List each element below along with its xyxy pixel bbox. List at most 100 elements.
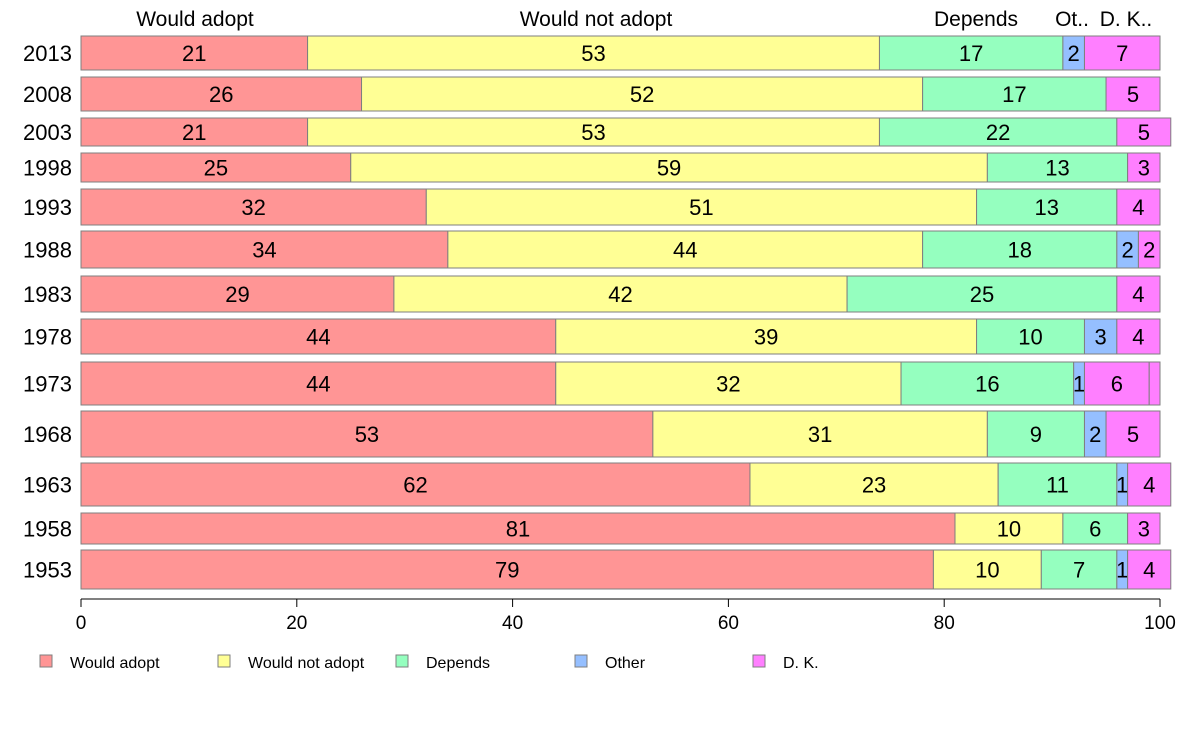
category-label-2003: 2003 (23, 120, 72, 145)
x-tick-label-0: 0 (76, 613, 87, 634)
data-label-1998-series-1: 59 (657, 156, 681, 181)
category-label-1993: 1993 (23, 195, 72, 220)
data-label-1988-series-1: 44 (673, 238, 697, 263)
category-label-1978: 1978 (23, 325, 72, 350)
legend-label-1: Would not adopt (248, 655, 365, 672)
bar-1993-series-2 (976, 188, 1118, 226)
bar-2008-series-4 (1105, 76, 1161, 112)
bar-1973-series-0 (80, 361, 557, 406)
data-label-1958-series-1: 10 (997, 517, 1021, 542)
bar-1988-series-0 (80, 230, 449, 269)
data-label-1953-series-4: 4 (1143, 558, 1155, 583)
data-label-1953-series-0: 79 (495, 558, 519, 583)
bar-1958-series-0 (80, 512, 956, 545)
bar-1973-series-2 (900, 361, 1075, 406)
bar-1988-series-1 (447, 230, 924, 269)
bar-2003-series-1 (307, 117, 880, 147)
bar-1953-series-4 (1127, 549, 1172, 590)
bar-1998-series-0 (80, 152, 352, 183)
data-label-1968-series-1: 31 (808, 422, 832, 447)
data-label-1983-series-0: 29 (225, 282, 249, 307)
bar-2013-series-0 (80, 35, 309, 71)
bar-1958-series-4 (1127, 512, 1161, 545)
legend-swatch-3 (574, 654, 588, 668)
data-label-1958-series-2: 6 (1089, 517, 1101, 542)
bar-1958-series-2 (1062, 512, 1129, 545)
data-label-1978-series-0: 44 (306, 325, 330, 350)
bar-2008-series-0 (80, 76, 363, 112)
data-label-1993-series-0: 32 (241, 195, 265, 220)
bar-1998-series-1 (350, 152, 988, 183)
bar-1958-series-1 (954, 512, 1064, 545)
bar-1978-series-4 (1116, 318, 1161, 355)
data-label-1953-series-3: 1 (1116, 558, 1128, 583)
bar-1983-series-1 (393, 275, 848, 313)
data-label-1963-series-4: 4 (1143, 473, 1155, 498)
data-label-1968-series-0: 53 (355, 422, 379, 447)
data-label-1988-series-2: 18 (1007, 238, 1031, 263)
data-label-1963-series-0: 62 (403, 473, 427, 498)
data-label-1963-series-3: 1 (1116, 473, 1128, 498)
bar-2013-series-4 (1083, 35, 1161, 71)
bar-1983-series-0 (80, 275, 395, 313)
bar-2008-series-1 (361, 76, 924, 112)
legend-swatch-1 (217, 654, 231, 668)
data-label-1968-series-3: 2 (1089, 422, 1101, 447)
category-label-1953: 1953 (23, 558, 72, 583)
bar-1983-series-2 (846, 275, 1118, 313)
category-label-2013: 2013 (23, 41, 72, 66)
bar-2003-series-4 (1116, 117, 1172, 147)
legend-label-0: Would adopt (70, 655, 160, 672)
data-label-2003-series-1: 53 (581, 120, 605, 145)
category-label-2008: 2008 (23, 82, 72, 107)
data-label-1988-series-0: 34 (252, 238, 276, 263)
data-label-1983-series-4: 4 (1132, 282, 1144, 307)
data-label-2008-series-1: 52 (630, 82, 654, 107)
bar-1993-series-0 (80, 188, 427, 226)
data-label-1958-series-0: 81 (506, 517, 530, 542)
data-label-1963-series-1: 23 (862, 473, 886, 498)
top-label-0: Would adopt (136, 8, 254, 31)
top-label-1: Would not adopt (520, 8, 673, 31)
top-label-3: Ot.. (1055, 8, 1089, 31)
bar-2013-series-2 (878, 35, 1064, 71)
x-tick-label-1: 20 (286, 613, 307, 634)
data-label-1973-series-0: 44 (306, 372, 330, 397)
bar-2003-series-0 (80, 117, 309, 147)
bar-1963-series-1 (749, 462, 999, 507)
data-label-1998-series-4: 3 (1138, 156, 1150, 181)
data-label-1998-series-0: 25 (204, 156, 228, 181)
category-label-1963: 1963 (23, 473, 72, 498)
bar-1998-series-4 (1127, 152, 1161, 183)
bar-1968-series-2 (986, 410, 1085, 458)
top-label-2: Depends (934, 8, 1018, 31)
bar-1968-series-4 (1105, 410, 1161, 458)
data-label-2013-series-4: 7 (1116, 41, 1128, 66)
legend-label-4: D. K. (783, 655, 819, 672)
bar-1978-series-0 (80, 318, 557, 355)
category-label-1983: 1983 (23, 282, 72, 307)
bar-1983-series-4 (1116, 275, 1161, 313)
bar-1968-series-1 (652, 410, 988, 458)
data-label-1973-series-2: 16 (975, 372, 999, 397)
legend-swatch-0 (39, 654, 53, 668)
x-tick-label-4: 80 (934, 613, 955, 634)
data-label-2013-series-0: 21 (182, 41, 206, 66)
bar-1993-series-1 (425, 188, 978, 226)
bar-1953-series-2 (1040, 549, 1118, 590)
category-label-1973: 1973 (23, 372, 72, 397)
bar-1963-series-0 (80, 462, 751, 507)
legend-swatch-2 (395, 654, 409, 668)
bar-1973-remainder (1148, 361, 1161, 406)
data-label-2003-series-2: 22 (986, 120, 1010, 145)
bar-2013-series-1 (307, 35, 880, 71)
data-label-1983-series-2: 25 (970, 282, 994, 307)
data-label-1978-series-4: 4 (1132, 325, 1144, 350)
top-label-4: D. K.. (1100, 8, 1153, 31)
data-label-2008-series-2: 17 (1002, 82, 1026, 107)
data-label-2013-series-1: 53 (581, 41, 605, 66)
data-label-1958-series-4: 3 (1138, 517, 1150, 542)
x-tick-label-3: 60 (718, 613, 739, 634)
